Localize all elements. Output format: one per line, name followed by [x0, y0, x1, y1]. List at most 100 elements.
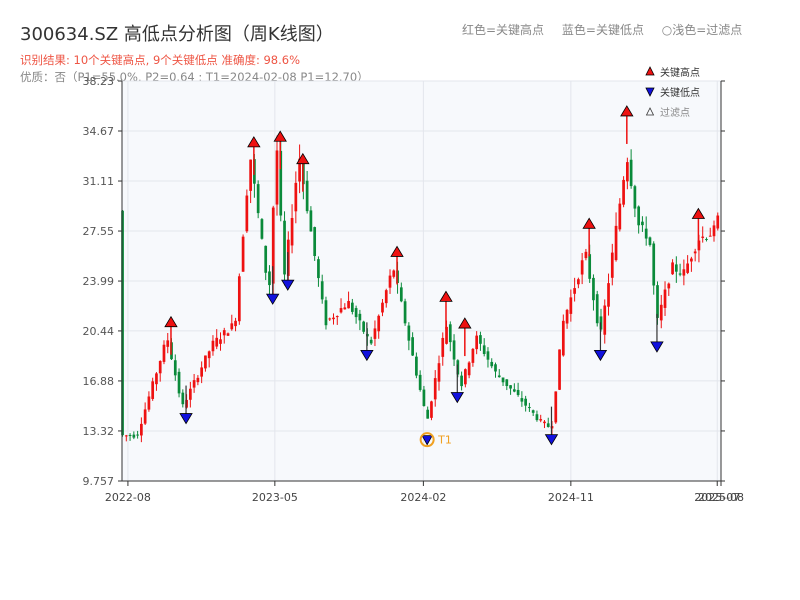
candle-body — [686, 263, 689, 273]
key-high-marker — [247, 136, 261, 148]
candle-body — [260, 219, 264, 239]
candle-body — [520, 398, 524, 402]
candle-body — [441, 337, 445, 357]
marker-layer: T1 — [164, 105, 706, 448]
candle-body — [128, 434, 132, 436]
candle-body — [573, 288, 576, 294]
candle-body — [486, 351, 490, 360]
candle-body — [546, 423, 550, 427]
key-high-marker — [582, 217, 596, 229]
candle-body — [637, 206, 641, 226]
candle-body — [705, 238, 708, 240]
candle-body — [501, 377, 505, 383]
key-high-marker — [620, 105, 634, 117]
candle-body — [505, 379, 509, 387]
candle-body — [690, 258, 693, 262]
candle-body — [693, 251, 697, 254]
candle-body — [539, 419, 543, 421]
key-low-marker — [179, 413, 193, 425]
candle-body — [384, 290, 388, 304]
candle-body — [324, 300, 328, 326]
x-tick-label: 2023-05 — [252, 491, 298, 504]
candle-body — [124, 435, 128, 437]
candle-body — [158, 361, 162, 374]
axis-layer: 9.757 13.32 16.88 20.44 23.99 27.55 31.11 34.67… — [83, 75, 744, 504]
candle-body — [230, 323, 234, 330]
candle-body — [155, 373, 158, 385]
candle-body — [494, 364, 497, 372]
y-tick-label: 23.99 — [83, 275, 115, 288]
candle-body — [531, 410, 535, 413]
candle-body — [452, 340, 456, 360]
candle-body — [445, 326, 448, 344]
candle-body — [332, 317, 335, 320]
candle-body — [358, 313, 362, 321]
candle-body — [271, 207, 275, 284]
candle-body — [294, 182, 298, 212]
candle-body — [565, 309, 569, 324]
key-low-marker — [360, 349, 374, 362]
candle-body — [196, 377, 200, 383]
key-low-marker — [593, 349, 608, 362]
y-tick-label: 31.11 — [83, 175, 115, 188]
candle-body — [433, 378, 437, 400]
candle-body — [136, 434, 139, 436]
candle-body — [528, 407, 531, 409]
candle-body — [648, 237, 652, 245]
candle-body — [422, 389, 426, 406]
candle-body — [464, 369, 467, 385]
candle-body — [204, 355, 207, 369]
candle-body — [475, 335, 479, 350]
candle-body — [407, 325, 411, 341]
x-tick-label: 2024-02 — [400, 491, 446, 504]
candle-body — [584, 251, 588, 259]
candle-body — [701, 236, 705, 238]
candle-body — [561, 320, 565, 356]
candle-body — [467, 362, 471, 376]
candle-body — [132, 434, 136, 438]
candle-body — [309, 210, 313, 232]
key-high-marker — [390, 245, 404, 257]
candle-body — [377, 315, 381, 332]
candle-body — [234, 320, 237, 327]
candle-body — [343, 307, 347, 310]
candle-body — [558, 349, 561, 390]
t1-low-marker — [421, 435, 433, 446]
candle-body — [682, 269, 686, 276]
color-legend-low: 蓝色=关键低点 — [561, 23, 644, 37]
y-tick-label: 27.55 — [83, 225, 115, 238]
candle-body — [426, 409, 430, 419]
candle-body — [317, 259, 320, 279]
candle-body — [237, 276, 241, 322]
candle-body — [283, 220, 286, 275]
candle-body — [290, 217, 294, 246]
legend-label: 关键低点 — [660, 86, 700, 99]
candle-body — [177, 371, 181, 394]
key-high-marker — [691, 207, 706, 219]
legend-label: 过滤点 — [660, 106, 690, 119]
candle-body — [516, 389, 520, 396]
candle-body — [448, 324, 452, 343]
key-high-marker — [273, 130, 287, 142]
candle-body — [339, 308, 343, 313]
candle-body — [219, 339, 222, 344]
candle-body — [641, 221, 644, 226]
candle-body — [373, 328, 377, 339]
candle-body — [411, 337, 414, 356]
y-tick-label: 20.44 — [83, 325, 115, 338]
candle-body — [173, 360, 177, 376]
candle-body — [618, 203, 622, 230]
candle-body — [577, 279, 580, 285]
candle-body — [509, 385, 512, 389]
x-tick-label: 2025-07 — [694, 491, 740, 504]
candle-body — [313, 227, 317, 257]
candle-body — [143, 409, 147, 424]
key-low-marker — [544, 434, 559, 446]
candle-body — [256, 184, 260, 214]
candle-body — [415, 356, 418, 376]
y-tick-label: 16.88 — [83, 375, 115, 388]
candle-body — [381, 302, 384, 313]
legend-symbol-up-triangle — [645, 66, 655, 76]
candle-body — [399, 287, 403, 302]
chart-title: 300634.SZ 高低点分析图（周K线图） — [20, 24, 334, 45]
